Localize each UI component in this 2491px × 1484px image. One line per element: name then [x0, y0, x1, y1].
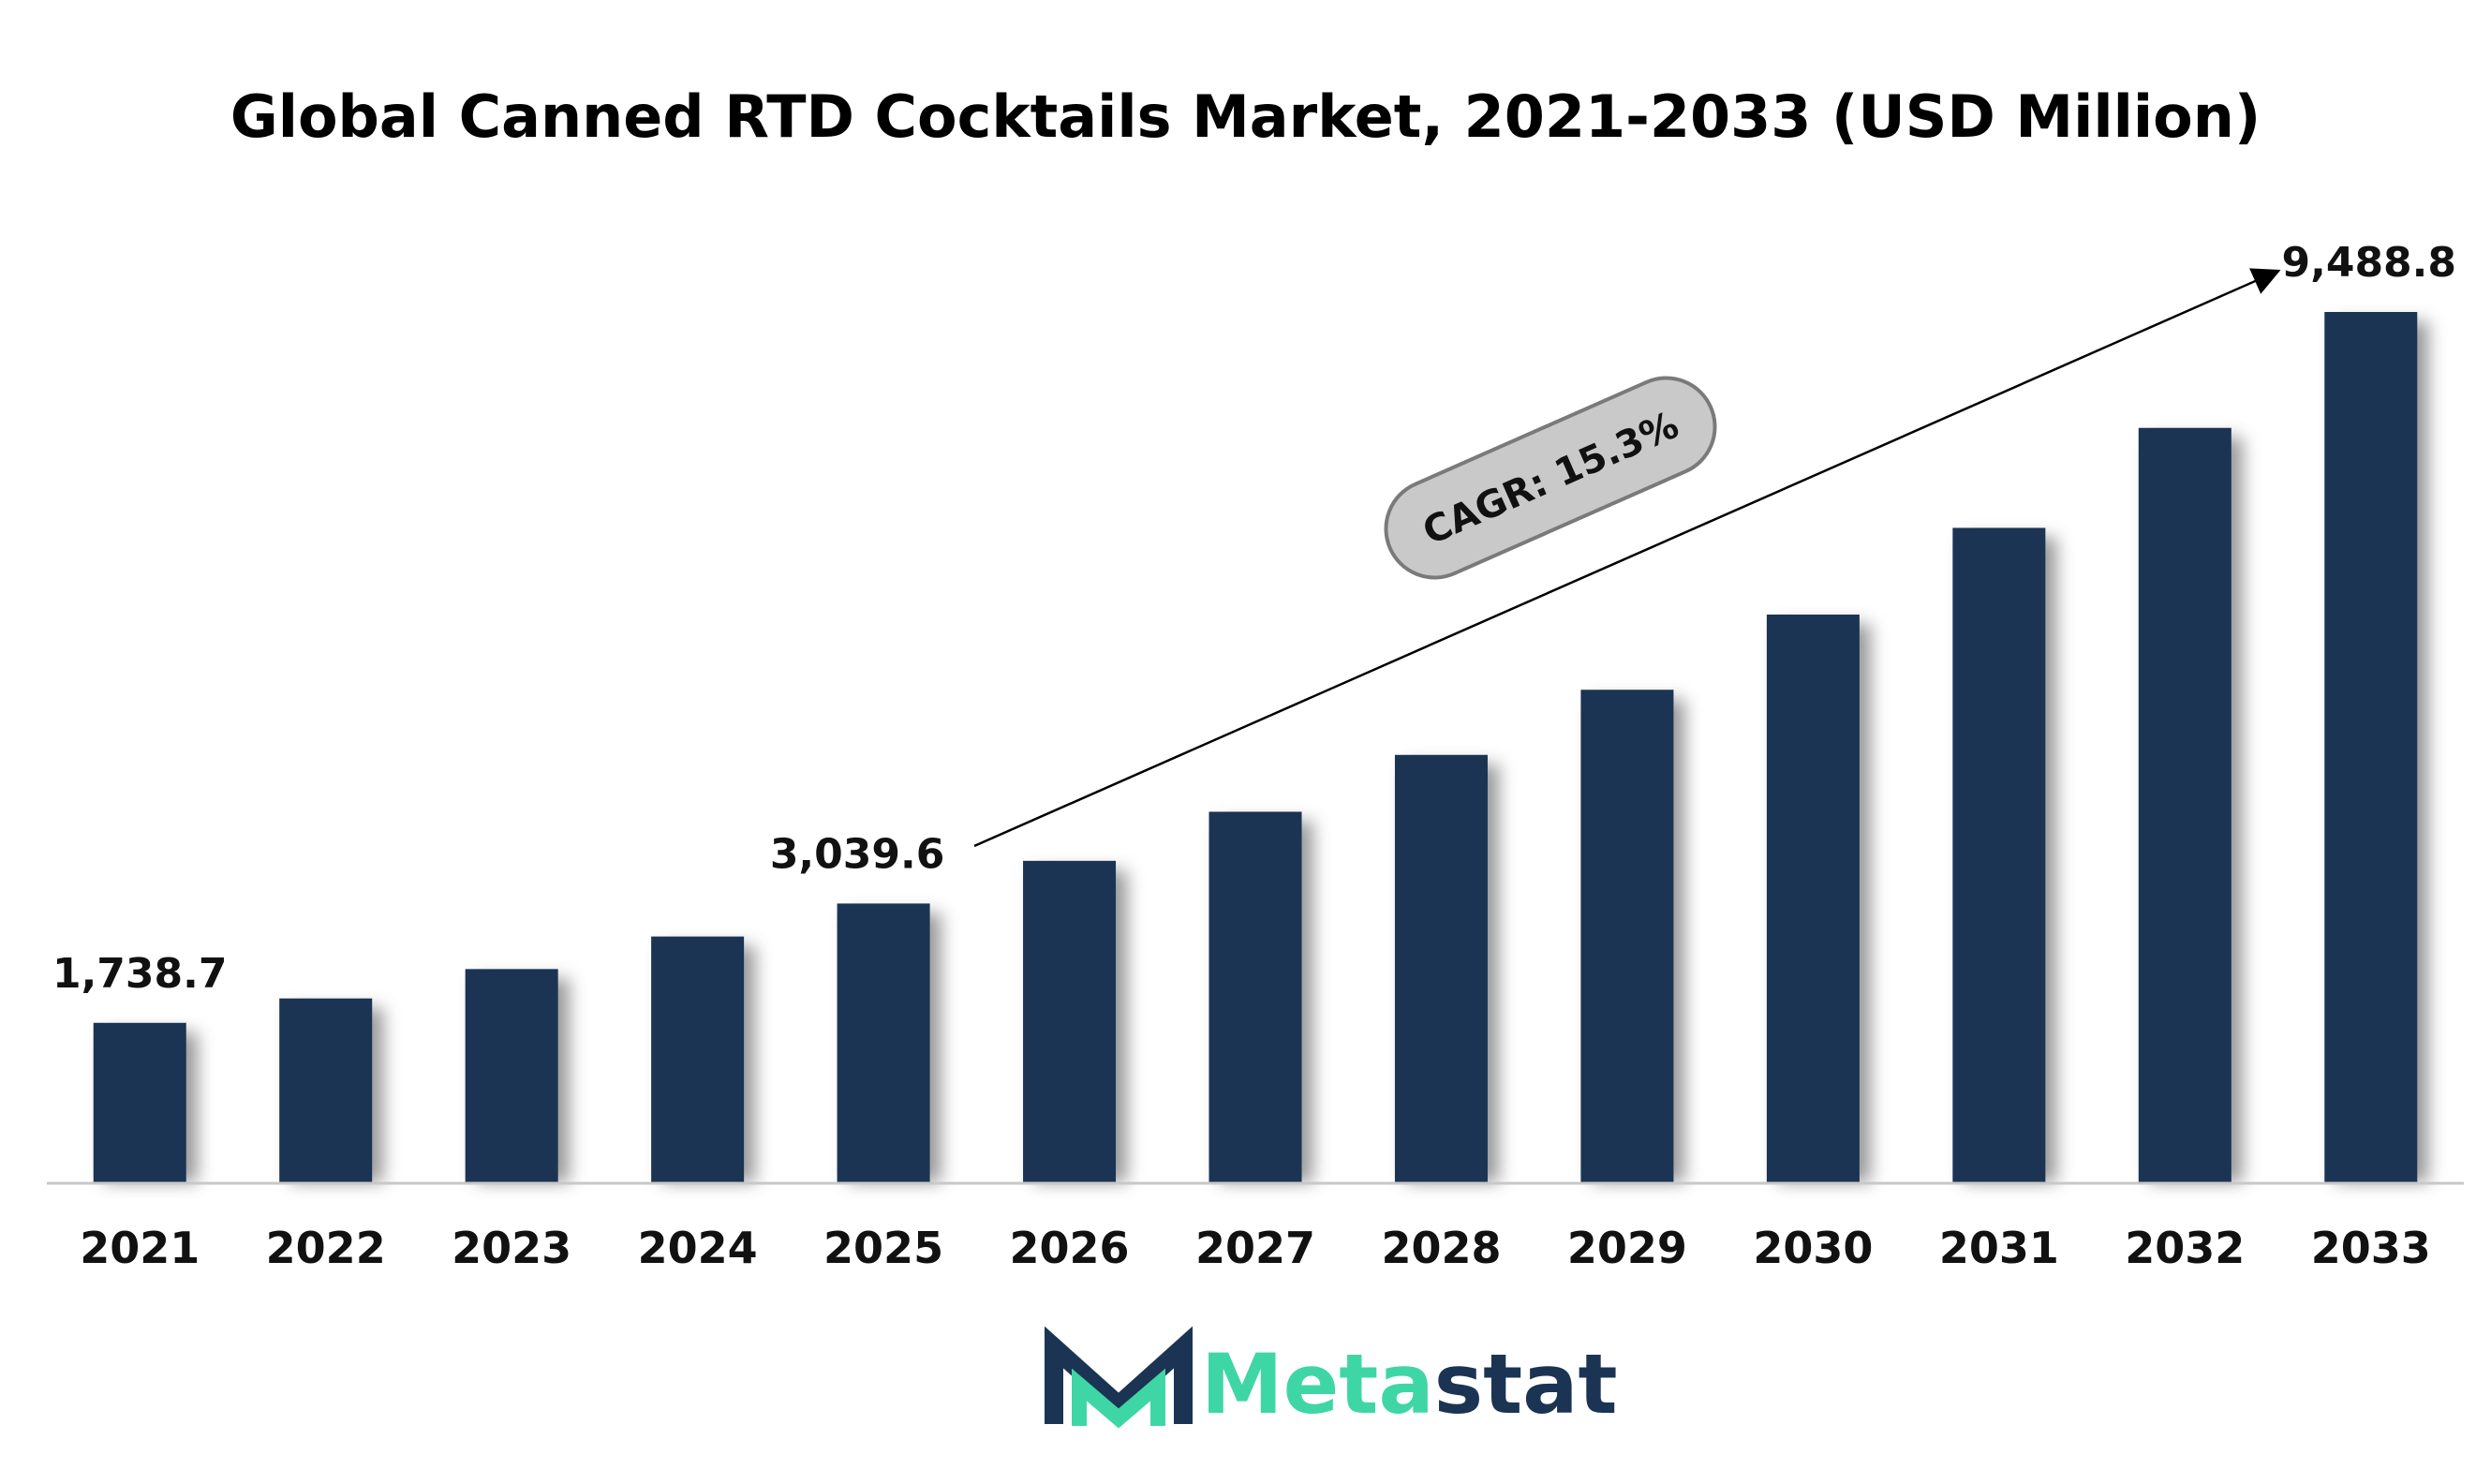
x-tick-label: 2024 [638, 1223, 758, 1273]
x-tick-label: 2025 [823, 1223, 943, 1273]
bar-2031 [1952, 527, 2046, 1182]
data-label: 1,738.7 [52, 950, 228, 998]
cagr-trend-arrow [973, 268, 2281, 848]
x-tick-label: 2022 [266, 1223, 386, 1273]
x-tick-label: 2033 [2311, 1223, 2431, 1273]
bar-2026 [1023, 860, 1117, 1182]
bar-2028 [1394, 754, 1488, 1182]
bar-2032 [2138, 427, 2232, 1183]
bar-2021 [93, 1022, 186, 1182]
x-tick-label: 2026 [1010, 1223, 1130, 1273]
value-labels: 1,738.7 3,039.6 9,488.8 [52, 239, 2456, 998]
bars [93, 312, 2418, 1183]
metastat-logo: Metastat [1045, 1326, 1618, 1432]
x-tick-label: 2021 [80, 1223, 200, 1273]
bar-2022 [279, 998, 373, 1182]
x-axis-labels: 2021 2022 2023 2024 2025 2026 2027 2028 2029 2030… [80, 1223, 2431, 1273]
data-label: 3,039.6 [770, 830, 945, 878]
x-tick-label: 2031 [1939, 1223, 2059, 1273]
bar-2029 [1580, 690, 1674, 1182]
data-label: 9,488.8 [2282, 239, 2457, 287]
x-tick-label: 2030 [1753, 1223, 1873, 1273]
bar-2025 [837, 903, 930, 1182]
metastat-logo-mark [1045, 1326, 1193, 1429]
bar-2024 [651, 936, 745, 1182]
x-tick-label: 2029 [1567, 1223, 1687, 1273]
chart-title: Global Canned RTD Cocktails Market, 2021… [230, 82, 2261, 151]
bar-2027 [1208, 811, 1302, 1182]
bar-2030 [1766, 614, 1860, 1182]
x-tick-label: 2027 [1195, 1223, 1315, 1273]
bar-2033 [2324, 312, 2418, 1182]
bar-2023 [465, 969, 558, 1182]
x-tick-label: 2023 [452, 1223, 571, 1273]
cagr-badge: CAGR: 15.3% [1384, 376, 1717, 580]
x-tick-label: 2028 [1381, 1223, 1501, 1273]
x-tick-label: 2032 [2125, 1223, 2245, 1273]
metastat-logo-text: Metastat [1201, 1336, 1618, 1432]
